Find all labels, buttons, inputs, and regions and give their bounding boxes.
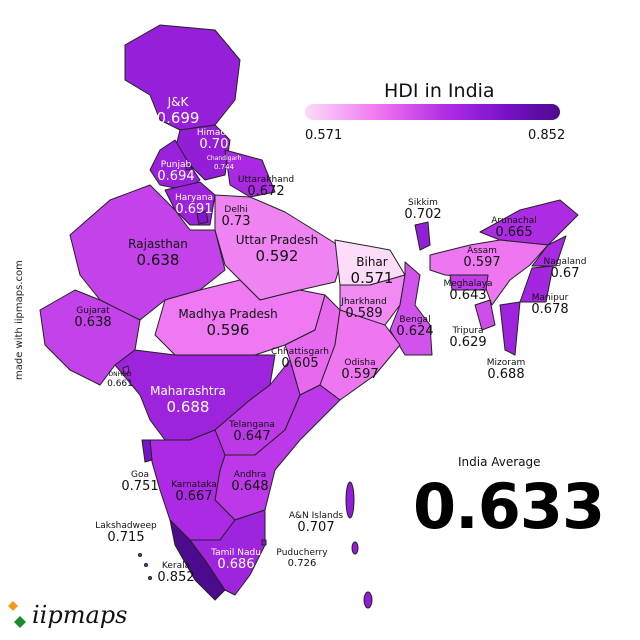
state-delhi[interactable] (196, 210, 209, 225)
legend-color-bar (305, 104, 560, 120)
map-title: HDI in India (384, 80, 495, 102)
label-chhattisgarh: Chhattisgarh 0.605 (271, 347, 329, 372)
state-assam[interactable] (429, 239, 549, 306)
state-meghalaya[interactable] (449, 274, 489, 291)
label-goa: Goa 0.751 (121, 470, 159, 495)
logo-text: iipmaps (32, 601, 128, 629)
label-chandigarh: Chandigarh 0.744 (206, 155, 242, 171)
label-himachal: Himachal 0.703 (196, 128, 240, 153)
label-an: A&N Islands 0.707 (288, 511, 344, 536)
state-nagaland[interactable] (531, 235, 567, 267)
label-telangana: Telangana 0.647 (229, 420, 275, 445)
label-meghalaya: Meghalaya 0.643 (443, 279, 493, 304)
state-dnhdd[interactable] (122, 365, 130, 375)
state-bengal[interactable] (389, 261, 433, 356)
state-up[interactable] (214, 194, 346, 301)
label-punjab: Punjab 0.694 (157, 160, 195, 185)
label-kerala: Kerala 0.852 (157, 561, 195, 586)
label-maharashtra: Maharashtra 0.688 (150, 384, 226, 416)
label-rajasthan: Rajasthan 0.638 (128, 237, 188, 269)
state-odisha[interactable] (319, 309, 401, 401)
state-lakshadweep[interactable] (138, 553, 152, 580)
label-bihar: Bihar 0.571 (350, 255, 394, 287)
state-karnataka[interactable] (149, 429, 236, 541)
logo-diamond-icon (8, 601, 26, 628)
label-odisha: Odisha 0.597 (341, 358, 379, 383)
state-chandigarh[interactable] (185, 164, 192, 171)
state-uttarakhand[interactable] (224, 149, 276, 198)
label-mizoram: Mizoram 0.688 (486, 358, 526, 383)
label-assam: Assam 0.597 (463, 246, 501, 271)
label-puducherry: Puducherry 0.726 (276, 548, 328, 570)
state-tn[interactable] (189, 509, 266, 596)
label-arunachal: Arunachal 0.665 (491, 216, 537, 241)
state-sikkim[interactable] (414, 221, 431, 251)
label-andhra: Andhra 0.648 (231, 470, 269, 495)
legend-min: 0.571 (305, 128, 343, 143)
average-label: India Average (458, 455, 541, 469)
label-nagaland: Nagaland 0.67 (543, 257, 587, 282)
label-delhi: Delhi 0.73 (221, 205, 251, 230)
state-goa[interactable] (141, 439, 153, 463)
label-sikkim: Sikkim 0.702 (404, 198, 442, 223)
credit-text: made with iipmaps.com (14, 260, 25, 380)
state-puducherry[interactable] (261, 539, 267, 546)
legend-max: 0.852 (528, 128, 566, 143)
label-up: Uttar Pradesh 0.592 (235, 233, 319, 265)
label-gujarat: Gujarat 0.638 (74, 306, 112, 331)
label-lakshadweep: Lakshadweep 0.715 (95, 521, 157, 546)
label-jk: J&K 0.699 (156, 95, 200, 127)
state-an[interactable] (345, 481, 373, 609)
label-karnataka: Karnataka 0.667 (171, 480, 217, 505)
label-tripura: Tripura 0.629 (449, 326, 487, 351)
label-dnhdd: DNHDD 0.661 (107, 371, 133, 389)
label-bengal: Bengal 0.624 (396, 315, 434, 340)
state-mizoram[interactable] (499, 301, 521, 356)
label-uttarakhand: Uttarakhand 0.672 (237, 175, 295, 200)
average-value: 0.633 (413, 470, 605, 543)
label-haryana: Haryana 0.691 (174, 193, 214, 218)
state-manipur[interactable] (519, 265, 554, 303)
label-manipur: Manipur 0.678 (531, 293, 569, 318)
label-jharkhand: Jharkhand 0.589 (341, 297, 387, 322)
label-mp: Madhya Pradesh 0.596 (178, 307, 278, 339)
state-tripura[interactable] (474, 299, 496, 331)
label-tn: Tamil Nadu 0.686 (211, 548, 261, 573)
logo: iipmaps (6, 600, 127, 630)
